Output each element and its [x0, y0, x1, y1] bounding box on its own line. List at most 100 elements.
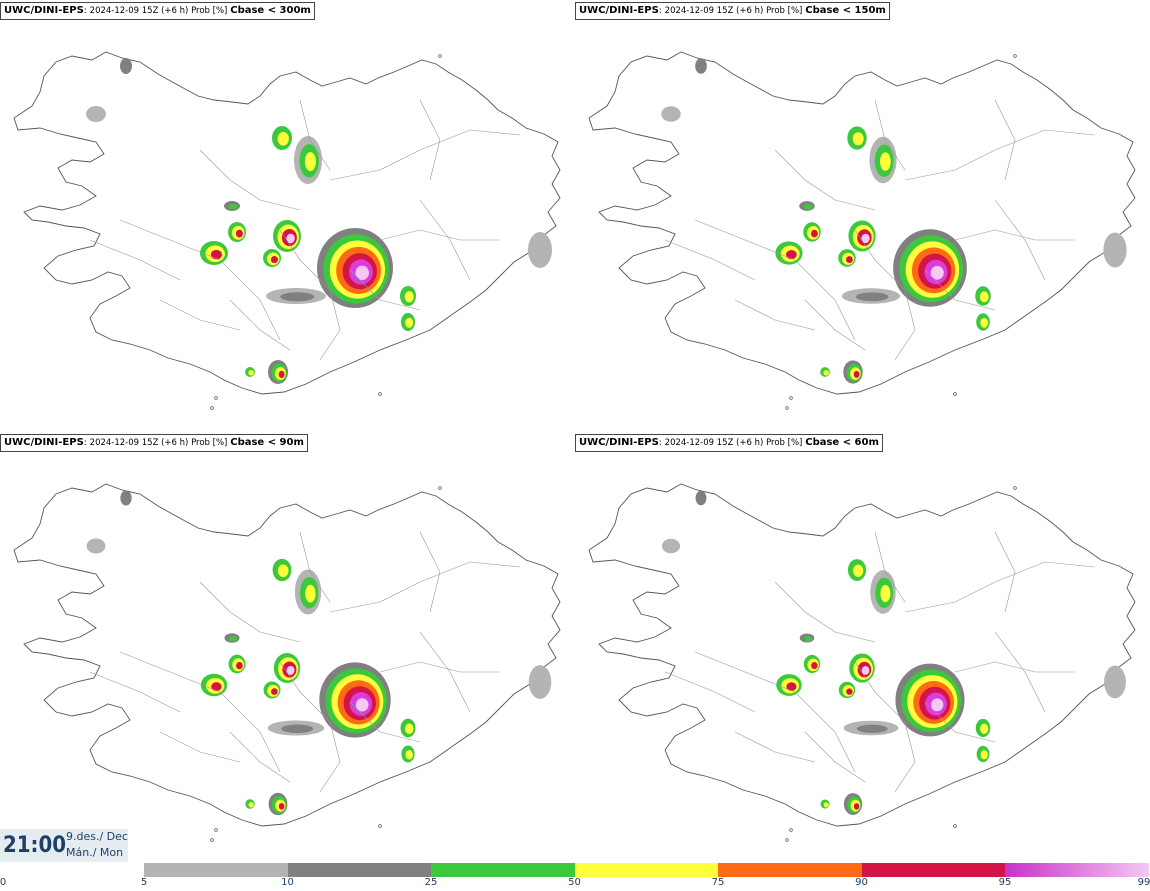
probability-area — [853, 564, 864, 577]
legend-bin-25-50 — [431, 863, 575, 877]
iceland-map — [588, 483, 1136, 842]
probability-area — [236, 661, 243, 670]
region-boundary — [774, 581, 876, 643]
probability-area — [228, 203, 238, 210]
probability-area — [861, 233, 870, 244]
region-boundary — [419, 631, 471, 713]
probability-area — [661, 538, 681, 554]
region-boundary — [774, 149, 876, 211]
probability-area — [931, 698, 944, 712]
probability-area — [930, 265, 944, 280]
region-boundary — [664, 239, 756, 281]
probability-area — [786, 682, 797, 691]
island — [953, 824, 957, 828]
region-boundary — [904, 129, 1096, 181]
region-boundary — [89, 671, 181, 713]
probability-area — [280, 292, 315, 302]
iceland-map — [13, 51, 561, 410]
probability-area — [811, 662, 818, 670]
probability-area — [880, 584, 891, 603]
legend-bin-95-99 — [1005, 863, 1149, 877]
probability-area — [846, 688, 853, 695]
probability-area — [86, 538, 106, 554]
region-boundary — [734, 299, 816, 331]
probability-area — [695, 58, 707, 74]
region-boundary — [694, 219, 856, 341]
probability-area — [405, 750, 413, 760]
probability-area — [248, 369, 255, 376]
island — [438, 54, 442, 58]
probability-area — [979, 291, 989, 303]
region-boundary — [349, 269, 421, 311]
legend-bin-10-25 — [287, 863, 432, 877]
probability-area — [277, 564, 289, 578]
probability-area — [853, 370, 860, 378]
valid-time: 21:00 — [3, 833, 67, 858]
region-boundary — [854, 229, 916, 361]
probability-area — [1103, 232, 1127, 268]
probability-area — [852, 132, 864, 146]
probability-area — [404, 291, 414, 303]
valid-time-box: 21:00 9.des./ Dec Mán./ Mon — [0, 829, 128, 862]
probability-area — [277, 132, 289, 146]
region-boundary — [379, 229, 500, 241]
probability-area — [786, 250, 797, 260]
region-boundary — [419, 199, 471, 281]
panel-title: UWC/DINI-EPS: 2024-12-09 15Z (+6 h) Prob… — [575, 2, 890, 20]
region-boundary — [229, 731, 291, 783]
region-boundary — [804, 731, 866, 783]
probability-area — [305, 584, 316, 603]
region-boundary — [349, 701, 421, 743]
probability-area — [661, 106, 681, 122]
island — [789, 828, 793, 832]
island — [1013, 54, 1017, 58]
iceland-map — [13, 483, 561, 842]
valid-day: Mán./ Mon — [66, 846, 124, 859]
region-boundary — [994, 631, 1046, 713]
region-boundary — [874, 531, 906, 603]
region-boundary — [299, 99, 331, 171]
region-boundary — [89, 239, 181, 281]
island — [785, 406, 789, 410]
region-boundary — [119, 219, 281, 341]
island — [378, 392, 382, 396]
panel-title: UWC/DINI-EPS: 2024-12-09 15Z (+6 h) Prob… — [0, 2, 315, 20]
field-name: Cbase < 60m — [805, 437, 879, 448]
field-name: Cbase < 90m — [230, 437, 304, 448]
legend-bin-75-90 — [718, 863, 862, 877]
probability-area — [286, 665, 295, 675]
region-boundary — [994, 199, 1046, 281]
run-info: 2024-12-09 15Z (+6 h) Prob [%] — [89, 6, 228, 16]
region-boundary — [804, 299, 866, 351]
probability-area — [845, 256, 853, 264]
field-name: Cbase < 300m — [230, 5, 311, 16]
model-name: UWC/DINI-EPS — [579, 5, 659, 16]
region-boundary — [874, 99, 906, 171]
probability-area — [211, 682, 222, 692]
probability-area — [528, 232, 552, 268]
map-panel-3: UWC/DINI-EPS: 2024-12-09 15Z (+6 h) Prob… — [0, 432, 575, 862]
legend-tick-label: 10 — [281, 877, 294, 888]
region-boundary — [954, 229, 1075, 241]
probability-area — [281, 724, 314, 734]
legend-tick-label: 5 — [140, 877, 148, 888]
probability-area — [528, 665, 552, 699]
probability-area — [270, 256, 278, 264]
probability-area — [855, 292, 889, 302]
region-boundary — [954, 661, 1075, 673]
island — [1013, 486, 1017, 490]
legend-tick-label: 75 — [711, 877, 725, 888]
iceland-map — [588, 51, 1136, 410]
probability-area — [810, 229, 818, 238]
probability-area — [286, 233, 295, 244]
panel-title: UWC/DINI-EPS: 2024-12-09 15Z (+6 h) Prob… — [575, 434, 883, 452]
legend-bin-90-95 — [861, 863, 1006, 877]
probability-area — [853, 803, 860, 810]
island — [785, 838, 789, 842]
region-boundary — [694, 651, 856, 773]
region-boundary — [924, 701, 996, 743]
model-name: UWC/DINI-EPS — [4, 437, 84, 448]
legend-tick-label: 90 — [855, 877, 868, 888]
legend-bin-5-10 — [144, 863, 288, 877]
run-info: 2024-12-09 15Z (+6 h) Prob [%] — [89, 438, 228, 448]
